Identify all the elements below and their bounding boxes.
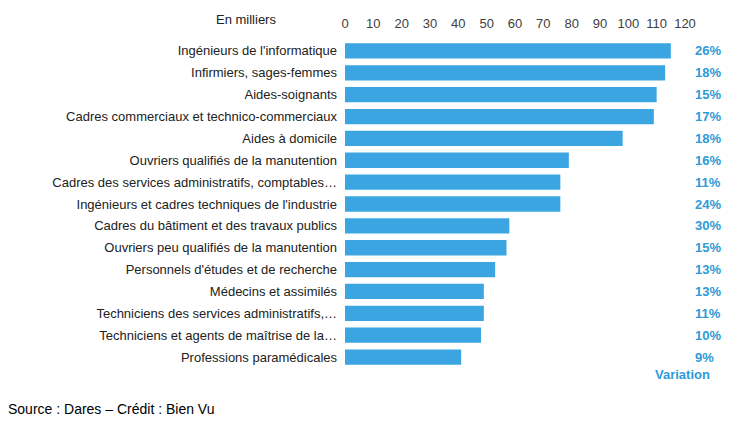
svg-text:Cadres du bâtiment et des trav: Cadres du bâtiment et des travaux public… <box>94 218 337 233</box>
svg-text:Ingénieurs et cadres technique: Ingénieurs et cadres techniques de l'ind… <box>77 197 337 212</box>
svg-text:17%: 17% <box>695 109 721 124</box>
svg-text:Ingénieurs de l'informatique: Ingénieurs de l'informatique <box>178 43 337 58</box>
svg-text:18%: 18% <box>695 131 721 146</box>
svg-text:Source : Dares – Crédit : Bien: Source : Dares – Crédit : Bien Vu <box>8 401 214 417</box>
svg-text:40: 40 <box>451 16 465 31</box>
svg-text:10%: 10% <box>695 328 721 343</box>
svg-text:Cadres des services administra: Cadres des services administratifs, comp… <box>52 175 337 190</box>
svg-text:9%: 9% <box>695 350 714 365</box>
svg-text:Techniciens des services admin: Techniciens des services administratifs,… <box>96 306 337 321</box>
svg-text:26%: 26% <box>695 43 721 58</box>
svg-text:80: 80 <box>564 16 578 31</box>
svg-text:110: 110 <box>646 16 667 31</box>
svg-text:Infirmiers, sages-femmes: Infirmiers, sages-femmes <box>191 65 337 80</box>
svg-text:18%: 18% <box>695 65 721 80</box>
svg-text:90: 90 <box>593 16 607 31</box>
svg-text:Ouvriers peu qualifiés de la m: Ouvriers peu qualifiés de la manutention <box>104 240 337 255</box>
svg-text:Cadres commerciaux et technico: Cadres commerciaux et technico-commercia… <box>66 109 337 124</box>
svg-text:Aides-soignants: Aides-soignants <box>245 87 338 102</box>
svg-text:70: 70 <box>536 16 550 31</box>
svg-text:24%: 24% <box>695 197 721 212</box>
svg-text:Personnels d'études et de rech: Personnels d'études et de recherche <box>126 262 337 277</box>
svg-text:Variation: Variation <box>655 367 710 382</box>
svg-text:30%: 30% <box>695 218 721 233</box>
svg-text:Techniciens et agents de maîtr: Techniciens et agents de maîtrise de la… <box>99 328 337 343</box>
svg-text:20: 20 <box>394 16 408 31</box>
svg-text:15%: 15% <box>695 87 721 102</box>
svg-text:Professions paramédicales: Professions paramédicales <box>181 350 338 365</box>
svg-text:13%: 13% <box>695 262 721 277</box>
svg-text:En milliers: En milliers <box>216 12 276 27</box>
svg-text:0: 0 <box>341 16 348 31</box>
svg-text:Aides à domicile: Aides à domicile <box>242 131 337 146</box>
svg-text:50: 50 <box>479 16 493 31</box>
svg-text:Médecins et assimilés: Médecins et assimilés <box>210 284 338 299</box>
svg-text:13%: 13% <box>695 284 721 299</box>
svg-text:16%: 16% <box>695 153 721 168</box>
svg-text:11%: 11% <box>695 306 721 321</box>
svg-text:11%: 11% <box>695 175 721 190</box>
svg-text:60: 60 <box>508 16 522 31</box>
svg-text:Ouvriers qualifiés de la manut: Ouvriers qualifiés de la manutention <box>130 153 337 168</box>
svg-text:120: 120 <box>674 16 696 31</box>
svg-text:10: 10 <box>366 16 380 31</box>
svg-text:30: 30 <box>423 16 437 31</box>
svg-text:15%: 15% <box>695 240 721 255</box>
svg-text:100: 100 <box>617 16 639 31</box>
